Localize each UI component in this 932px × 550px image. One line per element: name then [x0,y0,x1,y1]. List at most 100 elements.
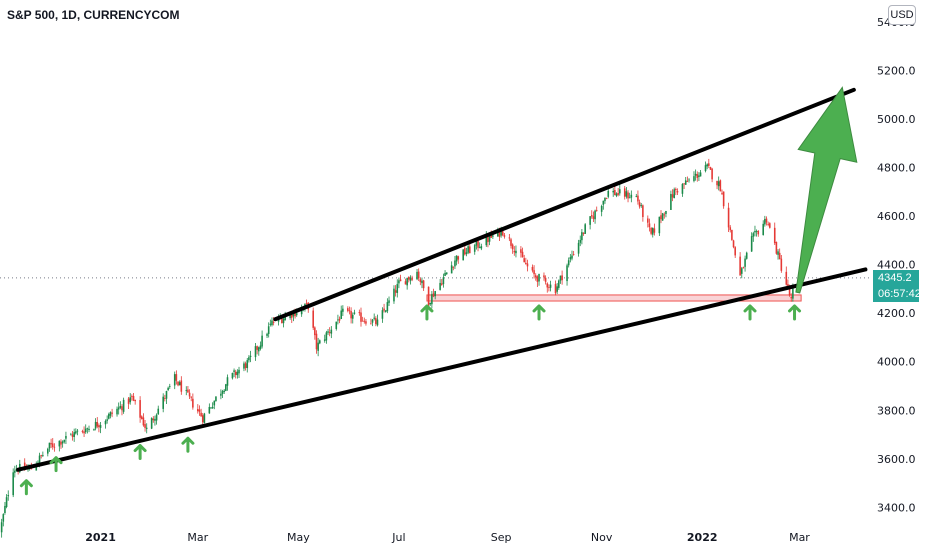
candle-body [88,428,90,431]
candle-body [440,283,443,285]
candle-body [381,310,384,319]
candle-body [373,317,375,319]
candle-body [533,270,535,275]
candle-body [35,464,38,471]
candle-body [197,409,199,412]
candle-body [556,286,558,292]
candle-body [544,277,547,282]
candle-body [272,322,275,323]
candle-body [350,311,352,319]
candle-body [635,196,638,197]
candle-body [200,412,202,417]
candle-body [12,472,14,496]
candle-body [203,413,206,423]
candle-body [579,239,582,243]
candle-body [538,274,540,282]
candle-body [520,249,522,253]
currency-button[interactable]: USD [888,5,916,25]
candle-body [732,240,735,248]
candle-body [190,396,193,398]
candle-body [452,266,455,268]
candle-body [618,189,621,194]
candle-body [744,258,746,267]
x-tick-label: Mar [187,531,208,544]
candle-body [175,374,178,381]
candle-body [647,218,649,223]
candle-body [404,281,407,285]
candle-body [271,320,273,326]
candle-body [704,165,707,172]
candle-body [468,246,471,254]
candle-body [180,380,183,392]
candle-body [498,228,501,238]
candle-body [259,345,262,349]
candle-body [5,497,8,508]
candle-body [775,241,778,254]
y-tick-label: 3800.0 [877,404,916,417]
candle-body [122,399,125,412]
candle-body [693,176,695,182]
candle-body [487,237,489,243]
candle-body [323,339,326,341]
candle-body [696,174,699,178]
candle-body [370,323,372,325]
candle-body [752,233,755,237]
candle-body [480,246,483,249]
candle-body [617,193,619,195]
candle-body [139,400,141,418]
candle-body [70,434,72,436]
candle-body [607,190,610,197]
candle-body [670,193,672,210]
candle-body [745,252,748,259]
candle-body [129,397,132,403]
candle-body [651,227,654,235]
candle-body [792,286,794,299]
candle-body [623,188,626,197]
candle-body [422,280,425,289]
candle-body [605,198,608,199]
candle-body [267,326,270,334]
y-tick-label: 5000.0 [877,113,916,126]
candle-body [582,232,585,234]
candle-body [330,329,333,334]
x-tick-label: 2021 [85,531,116,544]
candle-body [543,275,545,278]
candle-body [740,268,743,274]
candle-body [595,210,598,211]
candle-body [755,231,758,232]
candle-body [292,312,295,317]
candle-body [119,405,122,408]
candle-body [558,280,560,288]
candle-body [600,205,603,212]
candle-body [226,377,229,386]
candle-body [661,213,664,221]
candle-body [658,216,661,234]
candle-body [167,387,169,391]
candle-body [328,332,331,333]
candle-body [642,205,644,218]
candle-body [675,188,677,191]
candle-body [671,194,674,198]
candle-body [75,431,77,434]
candle-body [284,316,286,321]
candle-body [340,310,343,319]
candle-body [318,340,321,344]
candle-body [210,407,212,409]
y-tick-label: 4400.0 [877,259,916,272]
candle-body [315,333,318,350]
candle-body [140,416,143,419]
candle-body [63,439,66,442]
candle-body [711,168,713,180]
candle-body [673,189,675,199]
candle-body [360,312,362,322]
candle-body [53,446,56,448]
candle-body [164,397,166,399]
candle-body [513,250,516,253]
candle-body [488,234,491,242]
candle-body [536,276,539,282]
support-zone [426,294,802,302]
candle-body [221,391,224,394]
candle-body [213,400,216,406]
candle-body [38,455,41,463]
